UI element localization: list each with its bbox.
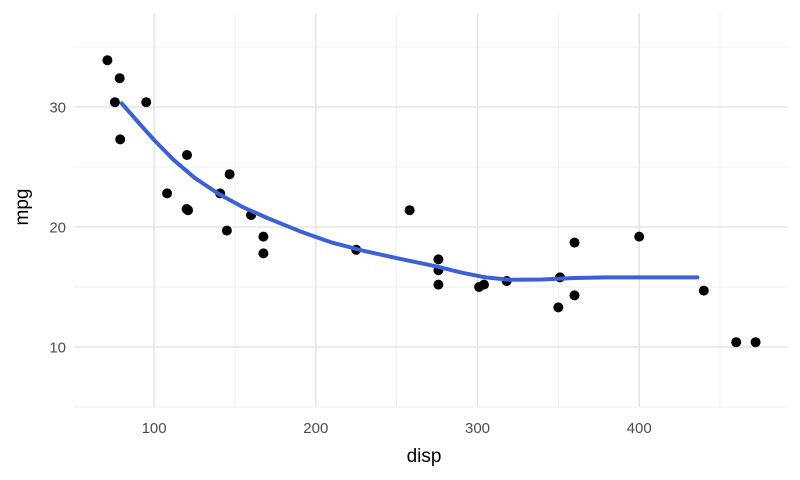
- data-point: [731, 337, 742, 348]
- smooth-trend-line: [119, 101, 700, 282]
- data-point: [569, 290, 580, 301]
- y-tick-label-20: 20: [49, 220, 66, 237]
- x-axis-title: disp: [407, 446, 442, 467]
- data-point: [224, 169, 235, 180]
- data-point: [553, 302, 564, 313]
- data-point: [258, 231, 269, 242]
- minor-gridlines: [75, 13, 788, 408]
- data-point: [404, 205, 415, 216]
- data-point: [433, 254, 444, 265]
- y-tick-labels: 10 20 30: [49, 100, 66, 357]
- data-point: [634, 231, 645, 242]
- major-gridlines: [75, 13, 788, 407]
- x-tick-label-100: 100: [142, 420, 167, 437]
- data-point: [141, 97, 152, 108]
- data-point: [750, 337, 761, 348]
- y-axis-title: mpg: [12, 189, 33, 226]
- data-point: [474, 282, 485, 292]
- data-point: [183, 205, 194, 216]
- x-tick-label-300: 300: [465, 420, 490, 437]
- data-point: [258, 248, 269, 259]
- data-point: [114, 73, 125, 84]
- x-tick-label-400: 400: [627, 420, 652, 437]
- data-points-layer: [102, 55, 761, 348]
- y-tick-label-30: 30: [49, 100, 66, 117]
- data-point: [102, 55, 113, 66]
- data-point: [221, 225, 232, 236]
- data-point: [698, 285, 709, 296]
- data-point: [433, 279, 444, 290]
- x-tick-label-200: 200: [303, 420, 328, 437]
- data-point: [109, 97, 120, 108]
- x-tick-labels: 100 200 300 400: [142, 420, 652, 437]
- data-point: [569, 237, 580, 248]
- data-point: [182, 150, 192, 160]
- data-point: [162, 188, 173, 199]
- data-point: [115, 134, 126, 145]
- y-tick-label-10: 10: [49, 340, 66, 357]
